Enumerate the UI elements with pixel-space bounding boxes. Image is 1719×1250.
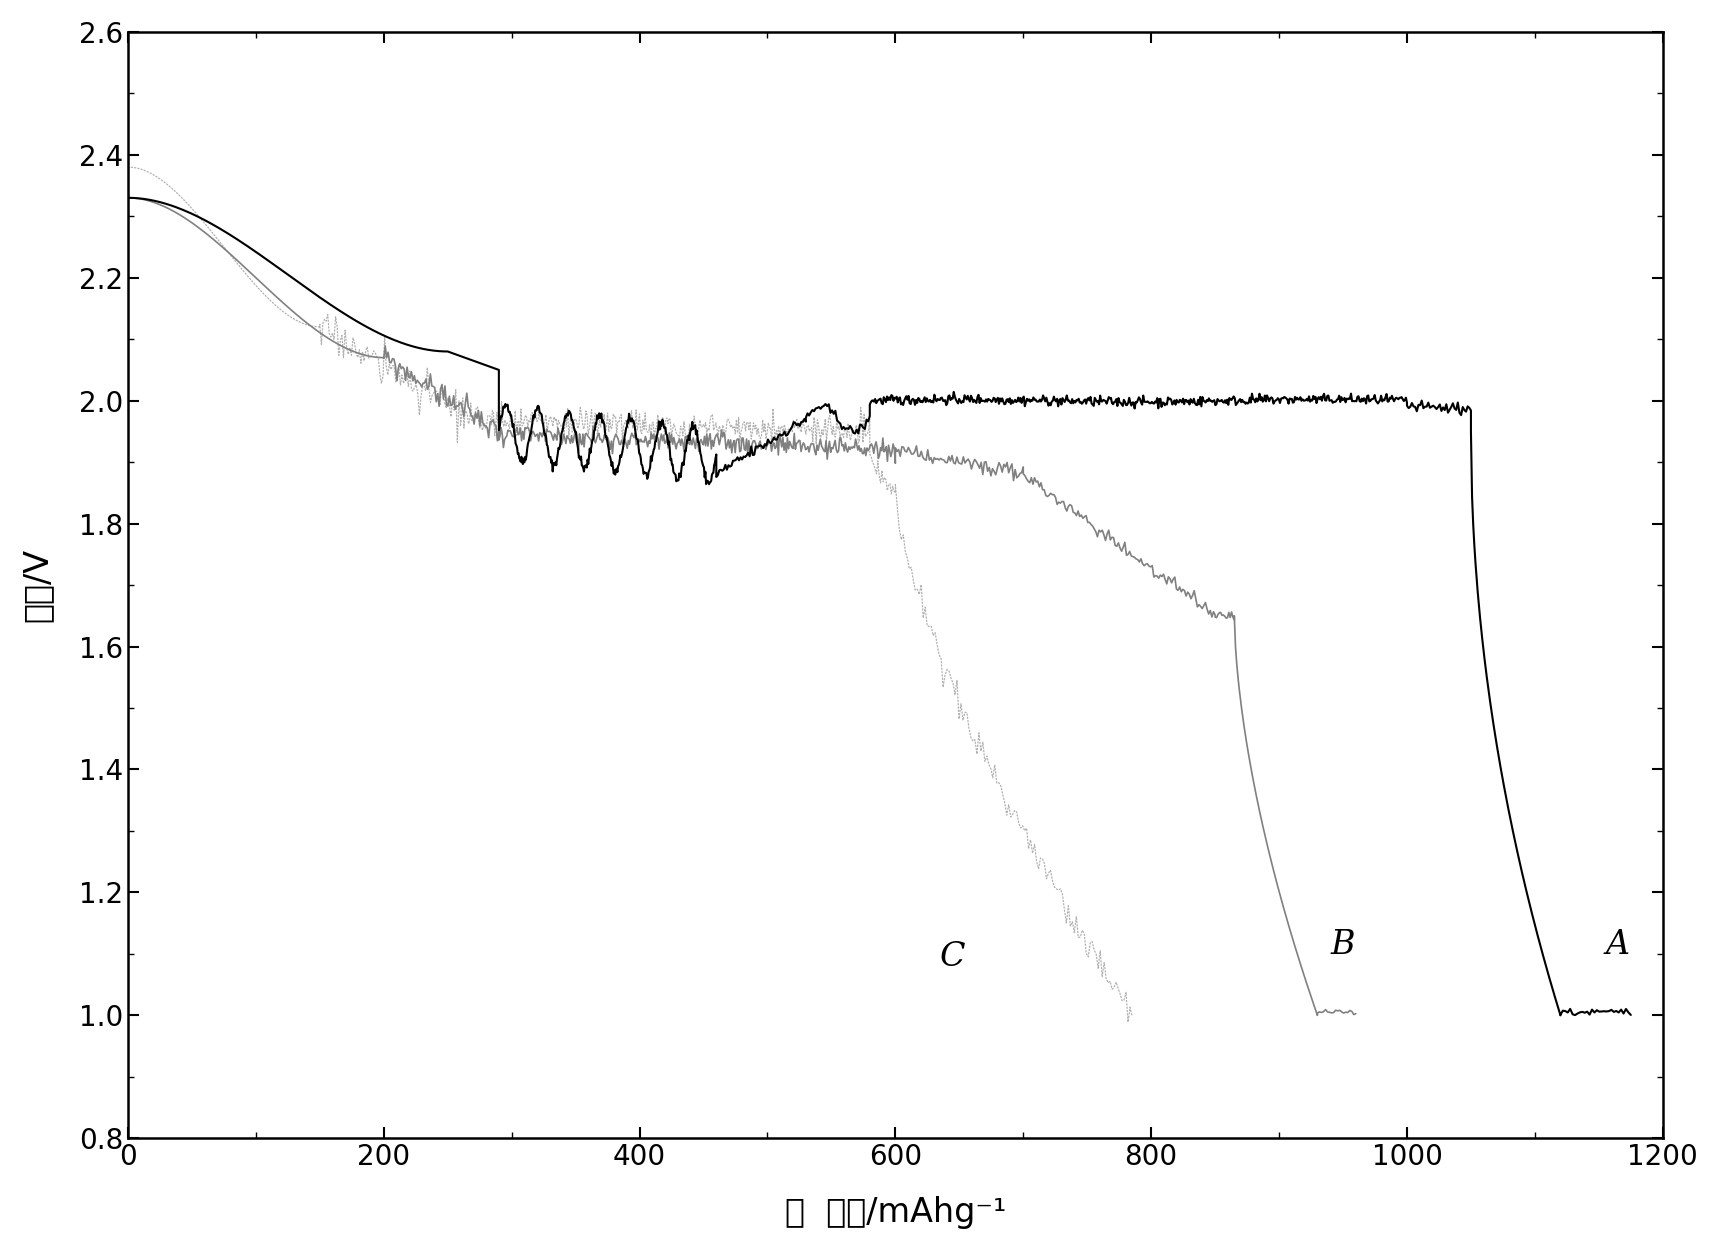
X-axis label: 比  容量/mAhg⁻¹: 比 容量/mAhg⁻¹ [784, 1196, 1006, 1229]
Text: A: A [1606, 929, 1630, 961]
Text: B: B [1331, 929, 1355, 961]
Text: C: C [940, 941, 966, 974]
Y-axis label: 电压/V: 电压/V [21, 548, 53, 622]
